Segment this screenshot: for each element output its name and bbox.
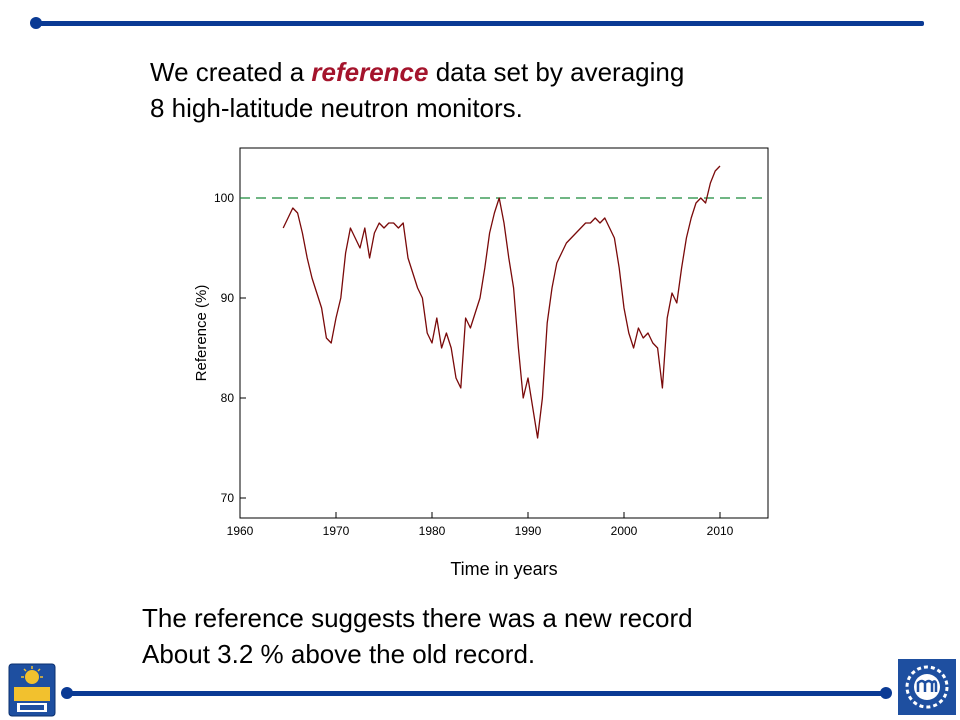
slide-headline: We created a reference data set by avera… (150, 54, 684, 126)
university-of-delaware-logo (8, 663, 56, 717)
x-axis-label: Time in years (450, 559, 557, 579)
headline-text-start: We created a (150, 57, 312, 87)
x-tick-label: 2010 (707, 524, 734, 538)
headline-line-2: 8 high-latitude neutron monitors. (150, 93, 523, 123)
x-axis: 1960 1970 1980 1990 2000 2010 (227, 512, 734, 538)
x-tick-label: 1990 (515, 524, 542, 538)
headline-text-end: data set by averaging (428, 57, 685, 87)
y-tick-label: 80 (221, 391, 235, 405)
top-accent-dot (30, 17, 42, 29)
bottom-accent-bar (66, 691, 886, 696)
caption-line-2: About 3.2 % above the old record. (142, 639, 536, 669)
bottom-accent-dot-left (61, 687, 73, 699)
reference-line-chart: 70 80 90 100 1960 1970 1980 1990 2000 2010 Refer… (193, 147, 769, 579)
institution-laurel-logo (898, 659, 956, 715)
y-tick-label: 90 (221, 291, 235, 305)
reference-series-line (282, 165, 721, 439)
x-tick-label: 2000 (611, 524, 638, 538)
headline-emphasis: reference (311, 57, 429, 87)
y-axis-label: Reference (%) (193, 285, 210, 382)
y-axis: 70 80 90 100 (214, 191, 246, 505)
x-tick-label: 1960 (227, 524, 254, 538)
slide-caption: The reference suggests there was a new r… (142, 600, 693, 672)
plot-frame (239, 147, 769, 519)
x-tick-label: 1980 (419, 524, 446, 538)
y-tick-label: 70 (221, 491, 235, 505)
bottom-accent-dot-right (880, 687, 892, 699)
x-tick-label: 1970 (323, 524, 350, 538)
caption-line-1: The reference suggests there was a new r… (142, 603, 693, 633)
y-tick-label: 100 (214, 191, 234, 205)
top-accent-bar (36, 21, 924, 26)
